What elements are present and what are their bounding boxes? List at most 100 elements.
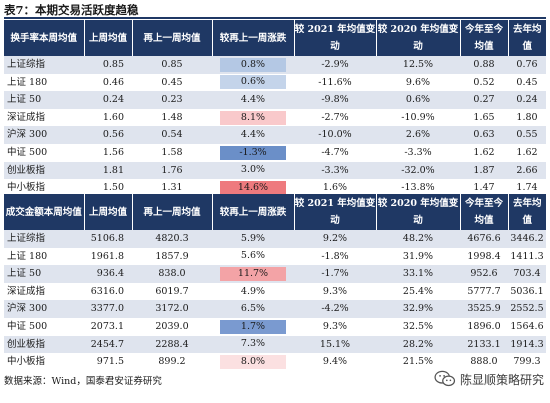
ytd-cell: 1.62	[460, 143, 508, 162]
week-change-cell: 8.1%	[212, 108, 294, 127]
index-name-cell: 沪深 300	[4, 300, 84, 318]
week-change-cell: 0.8%	[212, 56, 294, 74]
last-year-cell: 703.4	[508, 265, 546, 283]
last-year-cell: 0.24	[508, 91, 546, 109]
this-week-cell: 1961.8	[84, 247, 132, 266]
vs-2021-cell: 9.2%	[294, 230, 376, 248]
index-name-cell: 上证 50	[4, 265, 84, 283]
last-year-cell: 1.74	[508, 179, 546, 197]
this-week-cell: 1.56	[84, 143, 132, 162]
ytd-cell: 1896.0	[460, 317, 508, 336]
week-change-cell: 14.6%	[212, 179, 294, 197]
change-highlight: 1.7%	[220, 319, 286, 334]
ytd-cell: 1.65	[460, 108, 508, 127]
column-header: 去年均值	[508, 20, 546, 56]
last-week-cell: 838.0	[132, 265, 212, 283]
vs-2020-cell: 48.2%	[376, 230, 460, 248]
week-change-cell: -1.3%	[212, 143, 294, 162]
change-highlight: 11.7%	[220, 266, 286, 281]
index-name-cell: 上证 50	[4, 91, 84, 109]
ytd-cell: 0.52	[460, 73, 508, 92]
column-header: 较再上一周涨跌	[212, 194, 295, 230]
this-week-cell: 3377.0	[84, 300, 132, 318]
vs-2020-cell: 25.4%	[376, 282, 460, 301]
vs-2021-cell: -1.8%	[294, 247, 376, 266]
this-week-cell: 0.46	[84, 73, 132, 92]
last-week-cell: 2039.0	[132, 317, 212, 336]
change-highlight: 8.1%	[220, 110, 286, 125]
vs-2020-cell: 32.9%	[376, 300, 460, 318]
change-highlight: 0.6%	[220, 75, 286, 90]
source-note: 数据来源：Wind，国泰君安证券研究	[4, 376, 162, 387]
this-week-cell: 0.85	[84, 56, 132, 74]
week-change-cell: 7.3%	[212, 335, 294, 354]
index-name-cell: 中证 500	[4, 317, 84, 336]
vs-2021-cell: 1.6%	[294, 179, 376, 197]
table-title: 表7：本期交易活跃度趋稳	[4, 3, 139, 17]
ytd-cell: 952.6	[460, 265, 508, 283]
change-highlight: 5.9%	[240, 232, 266, 244]
ytd-cell: 888.0	[460, 353, 508, 371]
index-name-cell: 创业板指	[4, 335, 84, 354]
change-highlight: 8.0%	[220, 354, 286, 369]
watermark-text: 陈显顺策略研究	[459, 372, 544, 387]
change-highlight: 7.3%	[240, 338, 266, 350]
last-week-cell: 2288.4	[132, 335, 212, 354]
last-week-cell: 0.85	[132, 56, 212, 74]
ytd-cell: 3525.9	[460, 300, 508, 318]
change-highlight: -1.3%	[220, 145, 286, 160]
last-week-cell: 1.76	[132, 161, 212, 180]
last-year-cell: 799.3	[508, 353, 546, 371]
week-change-cell: 1.7%	[212, 317, 294, 336]
vs-2021-cell: -9.8%	[294, 91, 376, 109]
vs-2020-cell: 33.1%	[376, 265, 460, 283]
table-row: 上证 180 1961.8 1857.9 5.6% -1.8% 31.9% 1998.4 14…	[4, 247, 546, 266]
last-week-cell: 1857.9	[132, 247, 212, 266]
change-highlight: 5.6%	[240, 250, 266, 262]
column-header: 上周均值	[84, 194, 133, 230]
vs-2021-cell: -4.7%	[294, 143, 376, 162]
index-name-cell: 上证 180	[4, 247, 84, 266]
vs-2020-cell: 9.6%	[376, 73, 460, 92]
vs-2021-cell: 9.4%	[294, 353, 376, 371]
last-week-cell: 4820.3	[132, 230, 212, 248]
table-row: 上证综指 5106.8 4820.3 5.9% 9.2% 48.2% 4676.6 3446.…	[4, 230, 546, 248]
vs-2020-cell: 2.6%	[376, 126, 460, 144]
week-change-cell: 3.0%	[212, 161, 294, 180]
watermark: 陈显顺策略研究	[434, 370, 544, 388]
last-year-cell: 0.76	[508, 56, 546, 74]
last-year-cell: 1564.6	[508, 317, 546, 336]
change-highlight: 4.9%	[240, 285, 266, 297]
turnover-header-row: 换手率本周均值 上周均值 再上一周均值 较再上一周涨跌较 2021 年均值变动较 20…	[4, 20, 546, 56]
vs-2021-cell: -11.6%	[294, 73, 376, 92]
ytd-cell: 0.88	[460, 56, 508, 74]
index-name-cell: 上证 180	[4, 73, 84, 92]
vs-2021-cell: -4.2%	[294, 300, 376, 318]
column-header: 成交金额本周均值	[4, 194, 85, 230]
week-change-cell: 4.4%	[212, 126, 294, 144]
week-change-cell: 8.0%	[212, 353, 294, 371]
index-name-cell: 创业板指	[4, 161, 84, 180]
ytd-cell: 1998.4	[460, 247, 508, 266]
this-week-cell: 0.56	[84, 126, 132, 144]
last-week-cell: 3172.0	[132, 300, 212, 318]
ytd-cell: 5777.7	[460, 282, 508, 301]
title-rule	[4, 17, 546, 19]
column-header: 再上一周均值	[132, 194, 213, 230]
column-header: 换手率本周均值	[4, 20, 85, 56]
table-row: 中小板指 1.50 1.31 14.6% 1.6% -13.8% 1.47 1.74	[4, 179, 546, 197]
this-week-cell: 1.81	[84, 161, 132, 180]
change-highlight: 0.8%	[220, 57, 286, 72]
vs-2020-cell: 0.6%	[376, 91, 460, 109]
week-change-cell: 6.5%	[212, 300, 294, 318]
amount-table: 成交金额本周均值 上周均值 再上一周均值 较再上一周涨跌较 2021 年均值变动较 2…	[4, 194, 546, 371]
table-row: 沪深 300 3377.0 3172.0 6.5% -4.2% 32.9% 3525.9 25…	[4, 300, 546, 318]
last-year-cell: 1411.3	[508, 247, 546, 266]
vs-2021-cell: -2.9%	[294, 56, 376, 74]
change-highlight: 6.5%	[240, 303, 266, 315]
table-row: 中小板指 971.5 899.2 8.0% 9.4% 21.5% 888.0 799.3	[4, 353, 546, 371]
ytd-cell: 1.47	[460, 179, 508, 197]
vs-2021-cell: 15.1%	[294, 335, 376, 354]
last-year-cell: 0.45	[508, 73, 546, 92]
table-row: 上证 180 0.46 0.45 0.6% -11.6% 9.6% 0.52 0.45	[4, 73, 546, 92]
